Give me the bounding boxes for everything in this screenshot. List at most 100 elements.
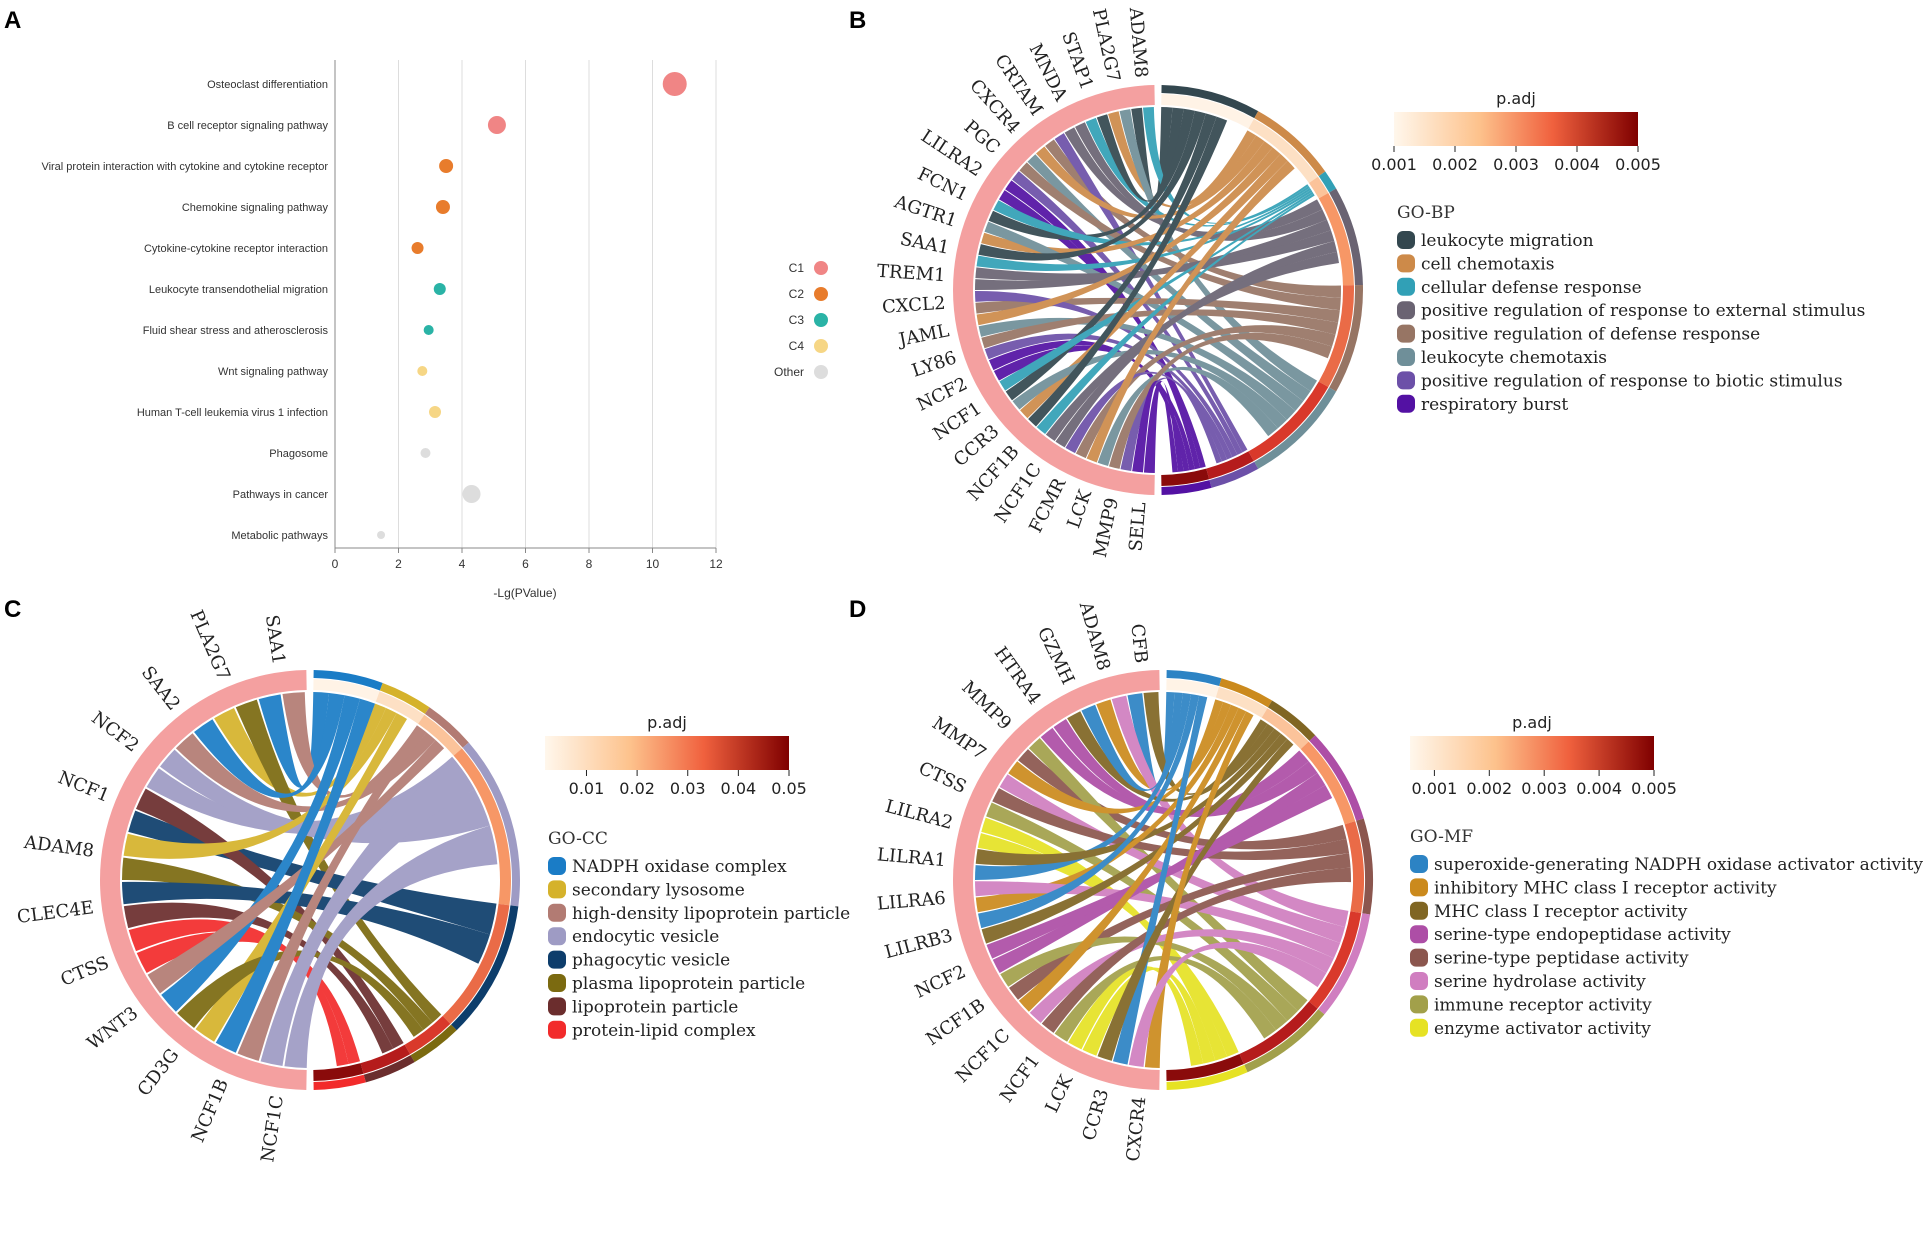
- gene-label: CTSS: [58, 952, 112, 990]
- chord-ribbon: [194, 692, 345, 798]
- gene-label: MMP9: [957, 677, 1015, 734]
- legend-label: high-density lipoprotein particle: [572, 904, 850, 924]
- gene-label: CFB: [1126, 623, 1151, 664]
- chord-ribbon: [1053, 718, 1318, 818]
- panel-b: B ADAM8PLA2G7STAP1MNDACRTAMCXCR4PGCLILRA…: [849, 6, 1865, 560]
- legend-label: serine-type endopeptidase activity: [1434, 925, 1731, 945]
- colorbar-title: p.adj: [1496, 89, 1536, 108]
- gene-label: PLA2G7: [185, 607, 234, 684]
- legend-label: C4: [789, 339, 805, 353]
- chord-ribbon: [122, 881, 490, 964]
- colorbar-tick-label: 0.03: [670, 779, 706, 798]
- category-label: Pathways in cancer: [233, 489, 329, 501]
- legend-swatch: [1397, 301, 1415, 320]
- colorbar-tick-label: 0.003: [1521, 779, 1567, 798]
- gene-label: WNT3: [83, 1003, 142, 1055]
- chord-ribbon: [175, 732, 436, 813]
- legend-label: lipoprotein particle: [572, 997, 738, 1017]
- legend-label: phagocytic vesicle: [572, 951, 730, 971]
- p-adj-colorbar: p.adj 0.01 0.02 0.03 0.04 0.05: [545, 713, 807, 798]
- legend-swatch: [548, 997, 566, 1016]
- term-arc: [1254, 387, 1337, 469]
- legend-title: GO-BP: [1397, 203, 1455, 223]
- chord-ribbon: [1068, 966, 1204, 1066]
- colorbar-tick-label: 0.005: [1615, 155, 1661, 174]
- chord-ribbon: [1065, 371, 1228, 462]
- legend-label: secondary lysosome: [572, 880, 745, 900]
- chord-ribbon: [1127, 692, 1175, 787]
- gene-label: LILRA6: [876, 888, 947, 915]
- colorbar-tick-label: 0.004: [1554, 155, 1600, 174]
- legend-label: C3: [789, 313, 805, 327]
- data-point: [411, 242, 424, 254]
- x-tick-label: 6: [522, 557, 529, 571]
- legend-label: superoxide-generating NADPH oxidase acti…: [1434, 855, 1923, 875]
- legend-swatch: [1410, 972, 1428, 990]
- colorbar-gradient: [1410, 736, 1654, 770]
- term-arc: [1329, 284, 1363, 392]
- category-label: Human T-cell leukemia virus 1 infection: [137, 407, 328, 419]
- data-point: [662, 72, 687, 96]
- legend-swatch: [1410, 925, 1428, 944]
- legend-label: protein-lipid complex: [572, 1021, 756, 1041]
- gene-label: LCK: [1063, 487, 1096, 531]
- panel-a: A 0 2 4 6 8 10 12 Osteoclast differentiation B …: [4, 7, 828, 600]
- colorbar-tick-label: 0.02: [619, 779, 655, 798]
- legend-label: cell chemotaxis: [1421, 254, 1554, 274]
- chord-ribbon: [1067, 711, 1275, 802]
- colorbar-tick-label: 0.04: [721, 779, 757, 798]
- gene-label: SAA1: [261, 613, 289, 665]
- legend-label: C2: [789, 287, 805, 301]
- legend-label: cellular defense response: [1421, 278, 1642, 298]
- gene-label: CTSS: [915, 758, 969, 798]
- data-point: [435, 200, 450, 214]
- legend-swatch: [1397, 324, 1415, 343]
- chord-ribbon: [122, 857, 433, 1030]
- chord-ribbon: [981, 733, 1288, 944]
- gene-label: NCF2: [87, 708, 142, 757]
- chord-ribbon: [1144, 711, 1254, 1068]
- legend-label: C1: [789, 261, 805, 275]
- chord-ribbon: [1108, 332, 1333, 469]
- gene-label: SAA2: [137, 662, 184, 714]
- dotplot-points: [377, 72, 687, 539]
- term-arc: [424, 707, 469, 748]
- category-label: B cell receptor signaling pathway: [167, 120, 328, 132]
- term-legend: GO-BP leukocyte migration cell chemotaxis c…: [1397, 203, 1865, 415]
- chord-ribbon: [1132, 380, 1179, 473]
- term-arc: [1219, 678, 1273, 708]
- colorbar-tick-label: 0.003: [1493, 155, 1539, 174]
- chord-ribbon: [999, 191, 1314, 391]
- chord-diagram: ADAM8PLA2G7STAP1MNDACRTAMCXCR4PGCLILRA2F…: [876, 6, 1363, 559]
- p-adj-arc: [1166, 679, 1219, 698]
- chord-ribbon: [984, 333, 1233, 460]
- chord-ribbon: [260, 756, 475, 1066]
- chord-ribbons: [975, 107, 1341, 473]
- chord-ribbon: [1097, 366, 1278, 467]
- legend-label: plasma lipoprotein particle: [572, 974, 805, 994]
- legend-label: positive regulation of defense response: [1421, 325, 1760, 345]
- term-arc: [1318, 913, 1371, 1015]
- gene-label: CXCL2: [881, 293, 946, 318]
- p-adj-arc: [1318, 285, 1354, 388]
- chord-ribbons: [975, 692, 1351, 1068]
- chord-ribbon: [1112, 695, 1208, 1065]
- data-point: [417, 366, 428, 376]
- colorbar-tick-label: 0.004: [1576, 779, 1622, 798]
- legend-swatch: [1410, 901, 1428, 920]
- legend-label: serine-type peptidase activity: [1434, 949, 1689, 969]
- term-arc: [1329, 188, 1363, 286]
- p-adj-arc: [1206, 451, 1254, 480]
- panel-letter-c: C: [4, 596, 21, 623]
- gene-label: SELL: [1125, 501, 1150, 552]
- legend-title: GO-MF: [1410, 827, 1473, 847]
- category-label: Leukocyte transendothelial migration: [149, 284, 328, 296]
- legend-swatch: [1397, 254, 1415, 273]
- data-point: [433, 283, 446, 295]
- category-label: Cytokine-cytokine receptor interaction: [144, 243, 328, 255]
- p-adj-arc: [1166, 1053, 1244, 1081]
- category-label: Chemokine signaling pathway: [182, 202, 329, 214]
- chord-ribbon: [1082, 967, 1216, 1064]
- legend-swatch: [548, 927, 566, 946]
- legend-label: leukocyte chemotaxis: [1421, 348, 1607, 368]
